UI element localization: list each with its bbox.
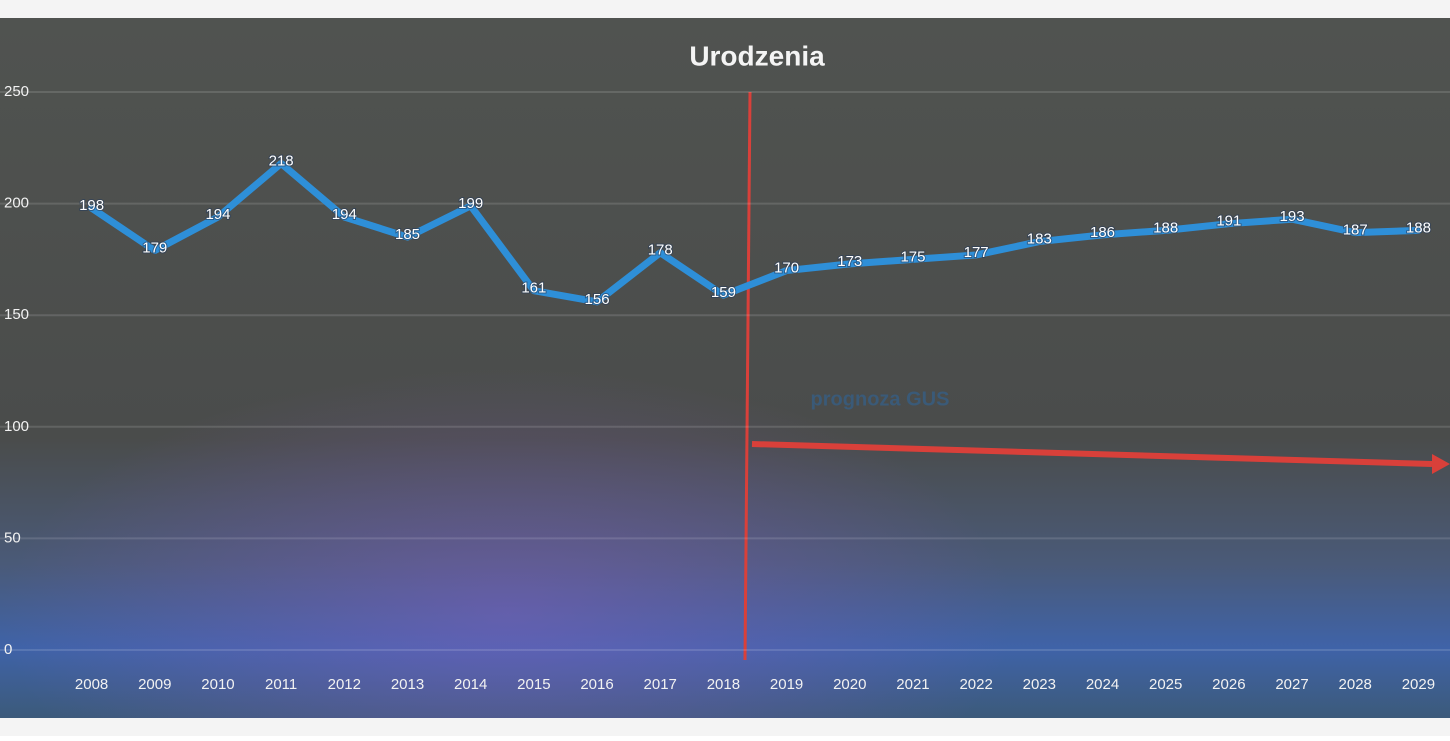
x-tick-label: 2028 — [1339, 676, 1372, 693]
forecast-arrow — [751, 441, 1433, 467]
x-tick-label: 2025 — [1149, 676, 1182, 693]
x-tick-label: 2008 — [75, 676, 108, 693]
y-tick-label: 100 — [4, 418, 29, 435]
x-tick-label: 2016 — [580, 676, 613, 693]
data-label: 178 — [648, 242, 673, 259]
x-tick-label: 2018 — [707, 676, 740, 693]
x-tick-label: 2023 — [1023, 676, 1056, 693]
x-tick-label: 2020 — [833, 676, 866, 693]
data-label: 186 — [1090, 224, 1115, 241]
forecast-divider — [743, 91, 752, 661]
x-tick-label: 2021 — [896, 676, 929, 693]
data-label: 199 — [458, 195, 483, 212]
y-tick-label: 0 — [4, 641, 12, 658]
data-label: 179 — [142, 239, 167, 256]
x-tick-label: 2017 — [644, 676, 677, 693]
data-label: 161 — [521, 280, 546, 297]
x-tick-label: 2010 — [201, 676, 234, 693]
x-tick-label: 2027 — [1275, 676, 1308, 693]
x-tick-label: 2024 — [1086, 676, 1119, 693]
y-tick-label: 200 — [4, 195, 29, 212]
x-tick-label: 2013 — [391, 676, 424, 693]
chart-title: Urodzenia — [689, 40, 825, 71]
data-label: 191 — [1216, 213, 1241, 230]
y-tick-label: 50 — [4, 529, 21, 546]
x-tick-label: 2029 — [1402, 676, 1435, 693]
x-tick-label: 2022 — [959, 676, 992, 693]
data-label: 170 — [774, 260, 799, 277]
data-label: 156 — [585, 291, 610, 308]
x-tick-label: 2015 — [517, 676, 550, 693]
data-label: 194 — [332, 206, 357, 223]
data-label: 198 — [79, 197, 104, 214]
data-label: 175 — [900, 248, 925, 265]
data-label: 187 — [1343, 222, 1368, 239]
chart-glow — [0, 18, 1450, 718]
x-tick-label: 2014 — [454, 676, 487, 693]
y-tick-label: 250 — [4, 83, 29, 100]
x-tick-label: 2026 — [1212, 676, 1245, 693]
data-label: 183 — [1027, 231, 1052, 248]
data-label: 188 — [1406, 219, 1431, 236]
series-line — [88, 159, 1422, 306]
data-label: 159 — [711, 284, 736, 301]
annotation: prognoza GUS — [811, 388, 950, 410]
data-label: 194 — [205, 206, 230, 223]
data-label: 188 — [1153, 219, 1178, 236]
x-tick-label: 2012 — [328, 676, 361, 693]
x-tick-label: 2019 — [770, 676, 803, 693]
data-label: 218 — [269, 152, 294, 169]
plot: 0 50 100 150 200 250 2008 2009 2010 2011 2012 2013 2… — [0, 83, 1450, 693]
x-tick-label: 2011 — [265, 676, 297, 693]
data-label: 185 — [395, 226, 420, 243]
y-tick-label: 150 — [4, 306, 29, 323]
data-label: 193 — [1280, 208, 1305, 225]
x-tick-label: 2009 — [138, 676, 171, 693]
data-label: 177 — [964, 244, 989, 261]
data-label: 173 — [837, 253, 862, 270]
forecast-arrowhead — [1432, 454, 1450, 474]
